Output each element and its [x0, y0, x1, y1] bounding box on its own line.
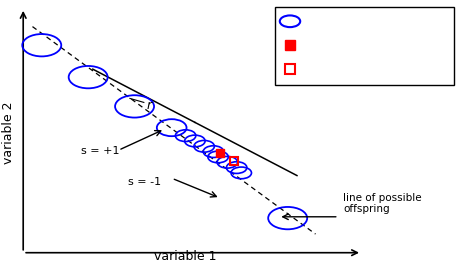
FancyBboxPatch shape — [275, 7, 453, 85]
Text: parent 1: parent 1 — [306, 40, 353, 50]
Text: line of possible
offspring: line of possible offspring — [343, 193, 421, 214]
Text: possible offspring: possible offspring — [306, 16, 404, 26]
Text: s = -1: s = -1 — [127, 177, 160, 187]
Text: s = +1: s = +1 — [81, 146, 119, 156]
Text: variable 2: variable 2 — [2, 102, 15, 164]
Text: r: r — [146, 99, 151, 111]
Text: parent 2: parent 2 — [306, 64, 353, 74]
Text: variable 1: variable 1 — [154, 250, 216, 263]
